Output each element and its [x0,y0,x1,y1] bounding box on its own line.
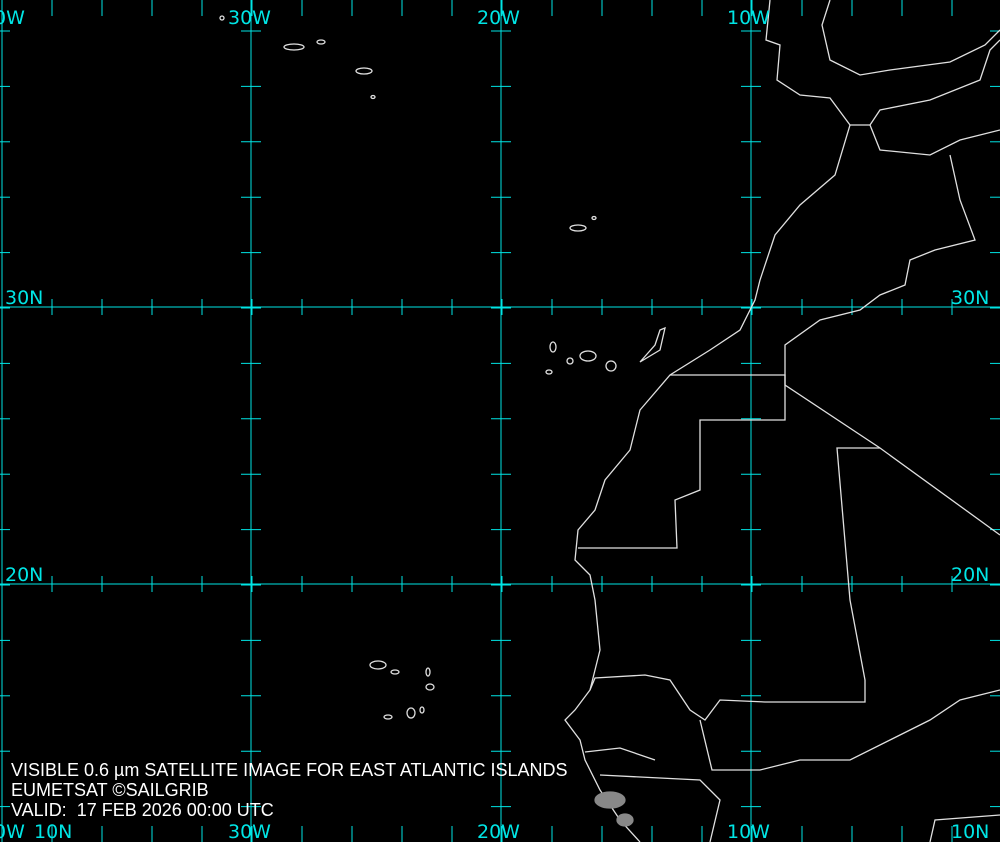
cape-verde-islands [369,660,435,720]
bottom-label-20w: 20W [477,821,520,842]
north-africa-coast [869,124,1000,156]
iberia-coast [765,0,1000,126]
right-label-30n: 30N [951,287,990,309]
guinea-border [599,774,721,842]
bottom-label-10w: 10W [727,821,770,842]
bottom-label-30w: 30W [228,821,271,842]
top-label-10w: 10W [727,7,770,29]
bissagos-islands [594,791,634,827]
western-sahara-border [578,374,786,549]
algeria-border [784,154,1000,536]
madeira-islands [569,215,597,232]
right-label-10n: 10N [951,821,990,842]
coastlines [219,0,1000,842]
mauritania-mali-border [589,447,880,721]
iberia-inland [821,0,1000,76]
gambia-border [584,747,656,761]
azores-islands [219,15,376,100]
bottom-label-40w: 0W [0,821,25,842]
right-label-20n: 20N [951,564,990,586]
south-coast [929,814,1000,842]
mali-border [699,689,1000,771]
morocco-coast [564,124,851,842]
top-label-20w: 20W [477,7,520,29]
caption-credit: EUMETSAT ©SAILGRIB [11,780,209,800]
caption-title: VISIBLE 0.6 µm SATELLITE IMAGE FOR EAST … [11,760,568,780]
top-label-30w: 30W [228,7,271,29]
canary-islands [545,326,666,375]
left-label-30n: 30N [5,287,44,309]
left-label-20n: 20N [5,564,44,586]
left-label-10n: 10N [34,821,73,842]
top-label-40w: 0W [0,7,25,29]
caption-valid-time: VALID: 17 FEB 2026 00:00 UTC [11,800,274,820]
